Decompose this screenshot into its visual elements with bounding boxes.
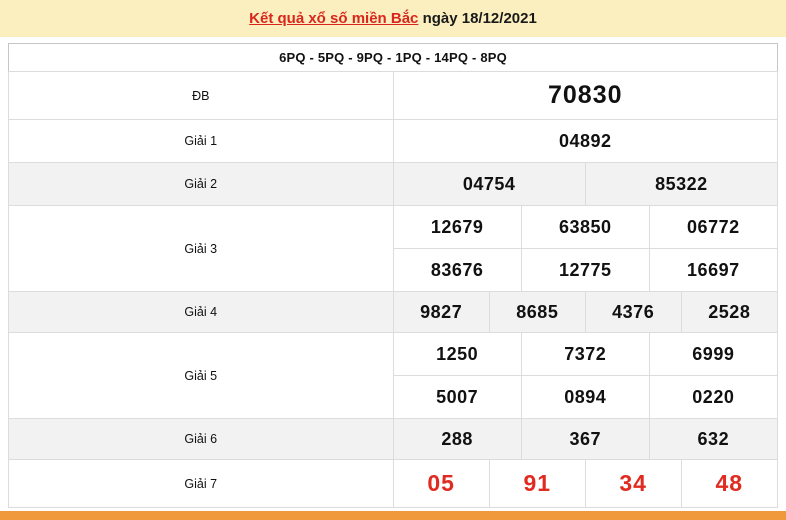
prize-number: 48 [680,460,777,507]
prize-values-cell: 12679 63850 06772 83676 12775 16697 [392,205,778,292]
prize-row: Giải 4 9827 8685 4376 2528 [8,291,778,333]
prize-row: Giải 3 12679 63850 06772 83676 12775 16697 [8,205,778,292]
prize-number: 288 [393,419,522,459]
prize-number: 83676 [393,248,522,291]
prize-number: 63850 [520,206,650,249]
prize-row: Giải 5 1250 7372 6999 5007 0894 0220 [8,332,778,419]
province-codes: 6PQ - 5PQ - 9PQ - 1PQ - 14PQ - 8PQ [8,43,778,72]
prize-number: 367 [520,419,650,459]
prize-number-line: 1250 7372 6999 [393,333,777,376]
prize-number-line: 9827 8685 4376 2528 [393,292,777,332]
prize-number: 70830 [392,71,778,120]
prize-number-grid: 12679 63850 06772 83676 12775 16697 [393,206,777,291]
prize-values-cell: 288 367 632 [392,418,778,460]
prize-number: 85322 [584,163,777,205]
prize-number: 8685 [488,292,586,332]
prize-number: 04892 [392,119,778,163]
prize-number: 16697 [648,248,777,291]
prize-number: 05 [393,460,490,507]
prize-label: Giải 6 [8,418,394,460]
prize-number-line: 288 367 632 [393,419,777,459]
prize-number: 6999 [648,333,777,376]
prize-values-cell: 05 91 34 48 [392,459,778,508]
prize-label: Giải 1 [8,119,394,163]
prize-row: Giải 6 288 367 632 [8,418,778,460]
prize-label: Giải 3 [8,205,394,292]
footer-orange-bar [0,511,786,520]
page-banner: Kết quả xổ số miền Bắc ngày 18/12/2021 [0,0,786,37]
page-title: Kết quả xổ số miền Bắc ngày 18/12/2021 [249,11,537,26]
prize-label: Giải 4 [8,291,394,333]
prize-values-cell: 04754 85322 [392,162,778,206]
page-title-date: ngày 18/12/2021 [422,10,537,27]
prize-number: 7372 [520,333,650,376]
prize-number-grid: 04754 85322 [393,163,777,205]
results-table-wrapper: 6PQ - 5PQ - 9PQ - 1PQ - 14PQ - 8PQ ĐB 708… [0,37,786,508]
prize-number-line: 12679 63850 06772 [393,206,777,249]
prize-number: 34 [584,460,682,507]
lottery-results-table: 6PQ - 5PQ - 9PQ - 1PQ - 14PQ - 8PQ ĐB 708… [8,43,778,508]
prize-number: 12775 [520,248,650,291]
prize-label: Giải 7 [8,459,394,508]
prize-number-grid: 9827 8685 4376 2528 [393,292,777,332]
prize-number: 5007 [393,375,522,418]
prize-label: Giải 5 [8,332,394,419]
prize-number-line: 05 91 34 48 [393,460,777,507]
prize-number: 04754 [393,163,586,205]
prize-number: 9827 [393,292,490,332]
prize-label: Giải 2 [8,162,394,206]
prize-row: Giải 7 05 91 34 48 [8,459,778,508]
prize-number: 06772 [648,206,777,249]
prize-number-line: 83676 12775 16697 [393,248,777,291]
prize-number-grid: 288 367 632 [393,419,777,459]
prize-number-line: 04754 85322 [393,163,777,205]
prize-number: 0220 [648,375,777,418]
prize-row: ĐB 70830 [8,71,778,120]
prize-number: 632 [648,419,777,459]
prize-row: Giải 2 04754 85322 [8,162,778,206]
prize-values-cell: 1250 7372 6999 5007 0894 0220 [392,332,778,419]
prize-label: ĐB [8,71,394,120]
prize-number-grid: 05 91 34 48 [393,460,777,507]
prize-number: 2528 [680,292,777,332]
prize-number: 4376 [584,292,682,332]
results-table-body: 6PQ - 5PQ - 9PQ - 1PQ - 14PQ - 8PQ ĐB 708… [8,43,778,508]
prize-number: 91 [488,460,586,507]
prize-row: Giải 1 04892 [8,119,778,163]
prize-number-line: 5007 0894 0220 [393,375,777,418]
prize-values-cell: 9827 8685 4376 2528 [392,291,778,333]
prize-number: 1250 [393,333,522,376]
prize-number: 12679 [393,206,522,249]
prize-number: 0894 [520,375,650,418]
codes-row: 6PQ - 5PQ - 9PQ - 1PQ - 14PQ - 8PQ [8,43,778,72]
page-title-region: Kết quả xổ số miền Bắc [249,10,419,27]
prize-number-grid: 1250 7372 6999 5007 0894 0220 [393,333,777,418]
